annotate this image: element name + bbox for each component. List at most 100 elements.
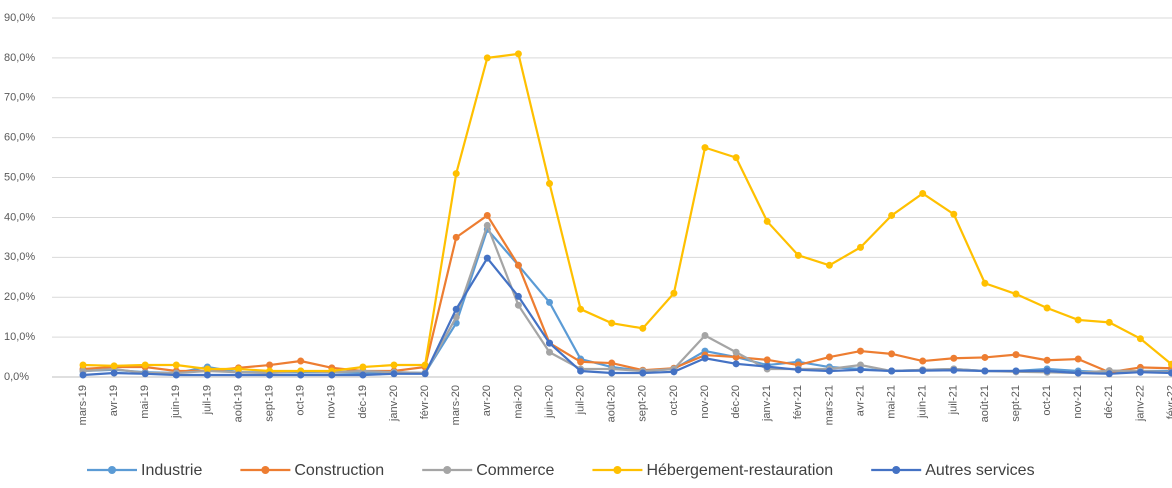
point — [390, 361, 398, 369]
x-tick-label: juin-19 — [170, 385, 182, 419]
point — [483, 254, 491, 262]
x-tick-label: mai-21 — [886, 385, 898, 419]
legend-label: Construction — [294, 462, 384, 479]
point — [763, 363, 771, 371]
point — [1074, 369, 1082, 377]
x-tick-label: sept-21 — [1010, 385, 1022, 422]
legend-marker — [108, 466, 116, 474]
point — [421, 370, 429, 378]
x-tick-label: oct-19 — [295, 385, 307, 416]
x-tick-label: nov-21 — [1072, 385, 1084, 419]
point — [857, 347, 864, 355]
point — [1074, 316, 1082, 324]
point — [639, 324, 647, 332]
point — [359, 363, 367, 371]
point — [608, 369, 616, 377]
point — [1043, 356, 1051, 364]
series-line — [82, 222, 1172, 375]
point — [950, 354, 958, 362]
point — [763, 356, 771, 364]
x-tick-label: févr-22 — [1165, 385, 1172, 419]
y-tick-label: 70,0% — [4, 92, 35, 104]
x-tick-label: sept-20 — [637, 385, 649, 422]
point — [670, 368, 678, 376]
point — [297, 371, 305, 379]
point — [359, 371, 367, 379]
point — [763, 217, 771, 225]
x-tick-label: nov-20 — [699, 385, 711, 419]
point — [1012, 351, 1020, 359]
point — [639, 369, 647, 377]
point — [141, 370, 149, 378]
point — [950, 366, 958, 374]
point — [732, 360, 740, 368]
point — [981, 279, 989, 287]
point — [732, 353, 740, 361]
x-tick-label: mai-19 — [139, 385, 151, 419]
series-line — [82, 52, 1172, 373]
y-tick-label: 0,0% — [4, 371, 29, 383]
x-tick-label: oct-21 — [1041, 385, 1053, 416]
point — [390, 370, 398, 378]
y-tick-label: 30,0% — [4, 251, 35, 263]
point — [203, 371, 211, 379]
x-tick-label: déc-19 — [357, 385, 369, 419]
point — [514, 292, 522, 300]
x-tick-label: juil-21 — [948, 385, 960, 415]
point — [1136, 368, 1144, 376]
point — [328, 371, 336, 379]
point — [825, 261, 833, 269]
legend-label: Industrie — [141, 462, 202, 479]
point — [110, 362, 118, 370]
point — [825, 367, 833, 375]
series-line — [82, 256, 1172, 377]
point — [577, 305, 585, 313]
point — [608, 359, 616, 367]
point — [483, 221, 491, 229]
point — [1168, 360, 1172, 368]
point — [110, 369, 118, 377]
point — [266, 371, 274, 379]
series-line — [82, 227, 1172, 375]
point — [483, 211, 491, 219]
y-tick-label: 90,0% — [4, 12, 35, 24]
point — [452, 170, 460, 178]
y-tick-label: 60,0% — [4, 132, 35, 144]
point — [732, 348, 740, 356]
point — [79, 361, 87, 369]
point — [1043, 367, 1051, 375]
point — [857, 366, 864, 374]
point — [1168, 369, 1172, 377]
x-tick-label: déc-20 — [730, 385, 742, 419]
point — [794, 366, 802, 374]
point — [608, 319, 616, 327]
point — [452, 313, 460, 321]
legend-marker — [261, 466, 270, 474]
x-tick-label: août-19 — [232, 385, 244, 422]
x-tick-label: avr-20 — [481, 385, 493, 416]
point — [701, 354, 709, 362]
x-tick-label: août-20 — [606, 385, 618, 422]
point — [546, 339, 553, 347]
point — [235, 365, 242, 373]
point — [577, 367, 585, 375]
x-tick-label: juil-19 — [201, 385, 213, 415]
point — [266, 361, 274, 369]
x-tick-label: avr-19 — [108, 385, 120, 416]
x-tick-label: déc-21 — [1103, 385, 1115, 419]
point — [577, 358, 585, 366]
point — [452, 305, 460, 313]
point — [825, 353, 833, 361]
x-tick-label: févr-21 — [792, 385, 804, 419]
point — [670, 289, 678, 297]
point — [1012, 290, 1020, 298]
series-line — [82, 213, 1172, 374]
point — [981, 367, 989, 375]
point — [919, 190, 927, 198]
point — [919, 357, 927, 365]
point — [888, 211, 896, 219]
x-tick-label: sept-19 — [264, 385, 276, 422]
x-tick-label: janv-21 — [761, 385, 773, 422]
point — [421, 361, 429, 369]
